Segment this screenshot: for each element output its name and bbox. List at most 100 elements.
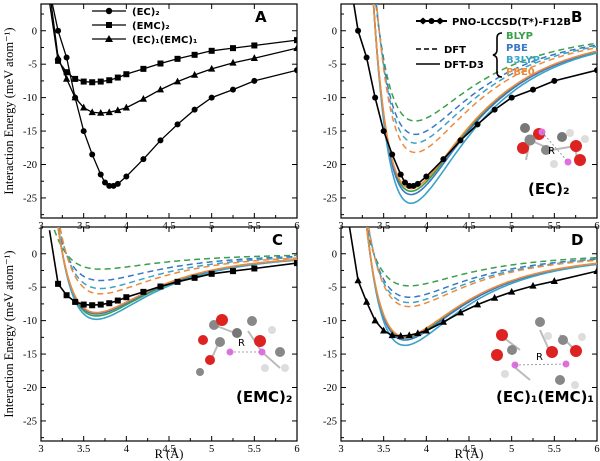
y-axis-label-top: Interaction Energy (meV atom⁻¹) — [2, 27, 16, 194]
y-tick-label: -25 — [323, 193, 337, 204]
reference-point — [355, 27, 362, 34]
x-tick-label: 4 — [424, 444, 430, 455]
reference-point — [439, 317, 447, 325]
reference-point — [550, 277, 558, 284]
y-tick-label: -15 — [323, 127, 337, 138]
data-point — [174, 55, 181, 62]
reference-point — [55, 280, 62, 287]
reference-point — [406, 182, 413, 189]
x-tick-label: 3 — [38, 444, 43, 455]
reference-point — [423, 173, 430, 180]
reference-point — [508, 94, 515, 101]
reference-point — [388, 331, 396, 339]
reference-point — [402, 179, 408, 186]
reference-point — [174, 278, 181, 285]
panel-d: 3 3.5 4 4.5 5 5.5 6 0 -5 -10 -15 -20 -25 — [323, 226, 600, 455]
data-point — [208, 47, 215, 54]
data-point — [191, 70, 199, 78]
legend-functional-pbe: PBE — [506, 43, 528, 54]
reference-point — [89, 302, 96, 309]
legend-ref-marker-right — [436, 17, 444, 25]
x-tick-label: 6 — [294, 444, 299, 455]
molecule-illustration-ec1emc1: R (EC)₁(EMC)₁ — [491, 317, 594, 406]
data-point — [89, 79, 96, 86]
dft-curve-pbe0 — [368, 227, 597, 308]
reference-point — [397, 171, 404, 178]
data-point — [88, 108, 96, 116]
x-tick-label: 6 — [594, 444, 599, 455]
reference-point — [363, 54, 370, 61]
data-point — [72, 75, 79, 82]
y-tick-label: -15 — [323, 350, 337, 361]
y-tick-label: -10 — [323, 93, 337, 104]
y-tick-label: -20 — [23, 160, 37, 171]
data-point — [63, 74, 71, 82]
dft-curve-pbe — [56, 227, 297, 282]
data-point — [251, 77, 258, 84]
dft-curve-b3lyp — [367, 227, 597, 304]
distance-label-c: R — [238, 338, 245, 349]
molecule-illustration-emc2: R (EMC)₂ — [196, 314, 292, 406]
legend-label-emc2: (EMC)₂ — [132, 21, 170, 32]
data-point — [294, 37, 297, 44]
y-tick-label: -25 — [23, 416, 37, 427]
dftd3-curve-pbe0 — [365, 227, 597, 338]
plot-frame-d — [340, 226, 598, 442]
dftd3-curve-pbe0 — [372, 4, 597, 190]
reference-point — [191, 274, 198, 281]
reference-point — [405, 331, 413, 339]
y-tick-label: -10 — [323, 316, 337, 327]
plot-area-d — [348, 227, 597, 347]
y-tick-label: -25 — [23, 193, 37, 204]
molecule-illustration-ec2: R (EC)₂ — [517, 123, 589, 198]
legend-dftd3-label: DFT-D3 — [444, 60, 484, 71]
panel-letter-c: C — [272, 231, 283, 249]
data-point — [230, 86, 236, 93]
panel-letter-a: A — [255, 8, 267, 26]
x-tick-label: 3 — [338, 444, 343, 455]
reference-point — [491, 106, 498, 113]
reference-point — [294, 260, 297, 267]
data-point — [114, 106, 122, 114]
reference-point — [230, 268, 236, 275]
data-point — [122, 103, 130, 111]
dft-curve-pbe0 — [59, 227, 297, 295]
data-point — [250, 54, 258, 61]
y-tick-label: -15 — [23, 350, 37, 361]
reference-point — [157, 283, 164, 290]
reference-point — [371, 316, 379, 324]
reference-point — [457, 137, 464, 144]
panel-letter-b: B — [571, 8, 582, 26]
data-point — [114, 180, 121, 187]
plot-area-a — [49, 4, 297, 189]
x-axis-label-left: R (Å) — [155, 447, 184, 461]
molecule-label-d: (EC)₁(EMC)₁ — [496, 388, 594, 406]
legend-functional-b3lyp: B3LYP — [506, 55, 540, 66]
series-line-0 — [51, 4, 297, 187]
data-point — [140, 65, 147, 72]
data-point — [157, 60, 164, 67]
data-point — [97, 78, 104, 85]
data-point — [191, 51, 198, 58]
x-axis-label-right: R (Å) — [455, 447, 484, 461]
reference-point — [97, 301, 104, 308]
reference-point — [530, 86, 536, 93]
x-tick-label: 5.5 — [248, 444, 261, 455]
reference-point — [440, 156, 447, 163]
reference-point — [354, 276, 362, 284]
y-tick-label: -20 — [23, 383, 37, 394]
reference-point — [594, 67, 597, 74]
data-point — [174, 121, 181, 128]
legend-functional-pbe0: PBE0 — [506, 67, 535, 78]
reference-point — [80, 301, 87, 308]
y-tick-label: -5 — [328, 283, 337, 294]
data-point — [80, 128, 87, 135]
y-tick-label: -20 — [323, 160, 337, 171]
data-point — [139, 94, 147, 102]
reference-point — [474, 121, 481, 128]
reference-point — [372, 94, 379, 101]
legend-ref-marker-left — [419, 17, 427, 25]
x-tick-label: 5 — [209, 444, 214, 455]
data-point — [123, 173, 130, 180]
y-tick-label: -25 — [323, 416, 337, 427]
